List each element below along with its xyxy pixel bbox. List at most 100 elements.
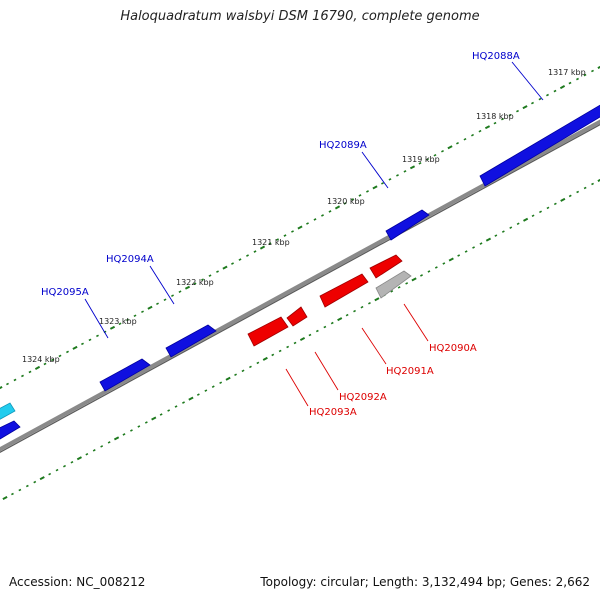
gene-block-left-cyan[interactable] bbox=[0, 402, 16, 422]
tick-mark bbox=[591, 69, 594, 73]
tick-mark bbox=[72, 345, 78, 350]
tick-mark bbox=[299, 337, 306, 341]
tick-mark bbox=[238, 258, 242, 261]
scale-label: 1324 kbp bbox=[22, 355, 60, 364]
gene-label-hq2094a[interactable]: HQ2094A bbox=[106, 254, 154, 265]
gene-label-hq2092a[interactable]: HQ2092A bbox=[339, 392, 387, 403]
tick-mark bbox=[411, 277, 417, 282]
tick-mark bbox=[358, 194, 362, 197]
tick-mark bbox=[553, 202, 557, 206]
tick-mark bbox=[418, 161, 422, 165]
gene-block-hq2089a[interactable] bbox=[385, 209, 430, 241]
tick-mark bbox=[2, 496, 8, 500]
gene-block-hq2095a[interactable] bbox=[99, 358, 151, 392]
tick-mark bbox=[167, 409, 171, 412]
tick-mark bbox=[568, 194, 572, 198]
tick-mark bbox=[151, 416, 157, 421]
tick-mark bbox=[494, 234, 498, 237]
tick-mark bbox=[323, 325, 327, 329]
tick-mark bbox=[559, 85, 566, 90]
tick-mark bbox=[501, 117, 504, 121]
tick-mark bbox=[171, 294, 174, 298]
gene-block-grey[interactable] bbox=[375, 270, 412, 299]
gene-block-hq2088a[interactable] bbox=[479, 104, 600, 187]
tick-mark bbox=[76, 456, 82, 461]
tick-mark bbox=[447, 145, 453, 150]
gene-block-hq2090a[interactable] bbox=[369, 254, 403, 279]
tick-mark bbox=[178, 290, 182, 294]
tick-mark bbox=[381, 182, 384, 185]
tick-mark bbox=[208, 274, 212, 277]
gene-labels: HQ2088A HQ2089A HQ2094A HQ2095A HQ2090A … bbox=[41, 51, 520, 418]
tick-mark bbox=[58, 354, 62, 358]
tick-mark bbox=[313, 218, 317, 221]
leader-hq2091a bbox=[361, 327, 387, 365]
tick-mark bbox=[372, 185, 378, 190]
gene-label-hq2088a[interactable]: HQ2088A bbox=[472, 51, 520, 62]
tick-mark bbox=[271, 353, 275, 357]
tick-mark bbox=[560, 197, 566, 202]
tick-mark bbox=[337, 317, 343, 322]
tick-mark bbox=[531, 214, 535, 218]
tick-mark bbox=[345, 313, 349, 317]
tick-mark bbox=[51, 358, 54, 362]
tick-mark bbox=[286, 345, 290, 349]
tick-mark bbox=[222, 265, 228, 270]
gene-block-hq2093a[interactable] bbox=[247, 316, 289, 347]
gene-block-hq2094a[interactable] bbox=[165, 324, 217, 358]
tick-mark bbox=[156, 302, 159, 306]
leader-hq2093a bbox=[285, 368, 309, 407]
tick-mark bbox=[485, 237, 492, 242]
tick-mark bbox=[219, 381, 223, 385]
leader-hq2089a bbox=[361, 151, 389, 189]
accession-text: Accession: NC_008212 bbox=[9, 575, 146, 589]
gene-block-left-1[interactable] bbox=[0, 420, 21, 442]
tick-mark bbox=[328, 210, 332, 213]
leader-hq2092a bbox=[314, 351, 339, 391]
tick-mark bbox=[113, 436, 120, 441]
scale-labels: 1317 kbp 1318 kbp 1319 kbp 1320 kbp 1321… bbox=[22, 68, 586, 364]
tick-mark bbox=[92, 449, 96, 452]
tick-mark bbox=[315, 329, 319, 333]
tick-mark bbox=[441, 149, 444, 153]
tick-mark bbox=[538, 97, 542, 101]
tick-mark bbox=[39, 476, 45, 481]
gene-label-hq2090a[interactable]: HQ2090A bbox=[429, 343, 477, 354]
tick-mark bbox=[343, 202, 347, 205]
gene-block-hq2091a[interactable] bbox=[319, 273, 369, 308]
tick-mark bbox=[144, 421, 148, 424]
tick-mark bbox=[85, 452, 89, 456]
tick-mark bbox=[130, 429, 133, 432]
tick-mark bbox=[256, 361, 260, 365]
gene-label-hq2095a[interactable]: HQ2095A bbox=[41, 287, 89, 298]
gene-label-hq2091a[interactable]: HQ2091A bbox=[386, 366, 434, 377]
leader-hq2094a bbox=[149, 265, 175, 305]
tick-mark bbox=[427, 270, 431, 273]
tick-mark bbox=[126, 318, 129, 322]
tick-mark bbox=[591, 182, 594, 186]
tick-mark bbox=[396, 174, 399, 177]
tick-mark bbox=[457, 254, 461, 257]
tick-mark bbox=[576, 190, 580, 194]
gene-block-hq2092a[interactable] bbox=[286, 306, 308, 327]
tick-mark bbox=[66, 350, 69, 354]
leader-hq2090a bbox=[403, 303, 429, 342]
tick-mark bbox=[368, 301, 371, 305]
tick-mark bbox=[420, 274, 423, 277]
tick-mark bbox=[234, 373, 237, 377]
tick-mark bbox=[403, 170, 407, 173]
tick-mark bbox=[11, 492, 14, 496]
tick-mark bbox=[366, 190, 369, 193]
tick-mark bbox=[25, 484, 29, 488]
tick-mark bbox=[360, 305, 364, 309]
tick-mark bbox=[388, 178, 392, 181]
scale-label: 1323 kbp bbox=[99, 317, 137, 326]
gene-leaders bbox=[84, 61, 544, 407]
gene-label-hq2093a[interactable]: HQ2093A bbox=[309, 407, 357, 418]
gene-label-hq2089a[interactable]: HQ2089A bbox=[319, 140, 367, 151]
tick-mark bbox=[182, 401, 185, 404]
tick-mark bbox=[100, 445, 104, 448]
leader-hq2095a bbox=[84, 298, 109, 339]
tick-mark bbox=[174, 405, 178, 408]
tick-mark bbox=[306, 222, 309, 225]
